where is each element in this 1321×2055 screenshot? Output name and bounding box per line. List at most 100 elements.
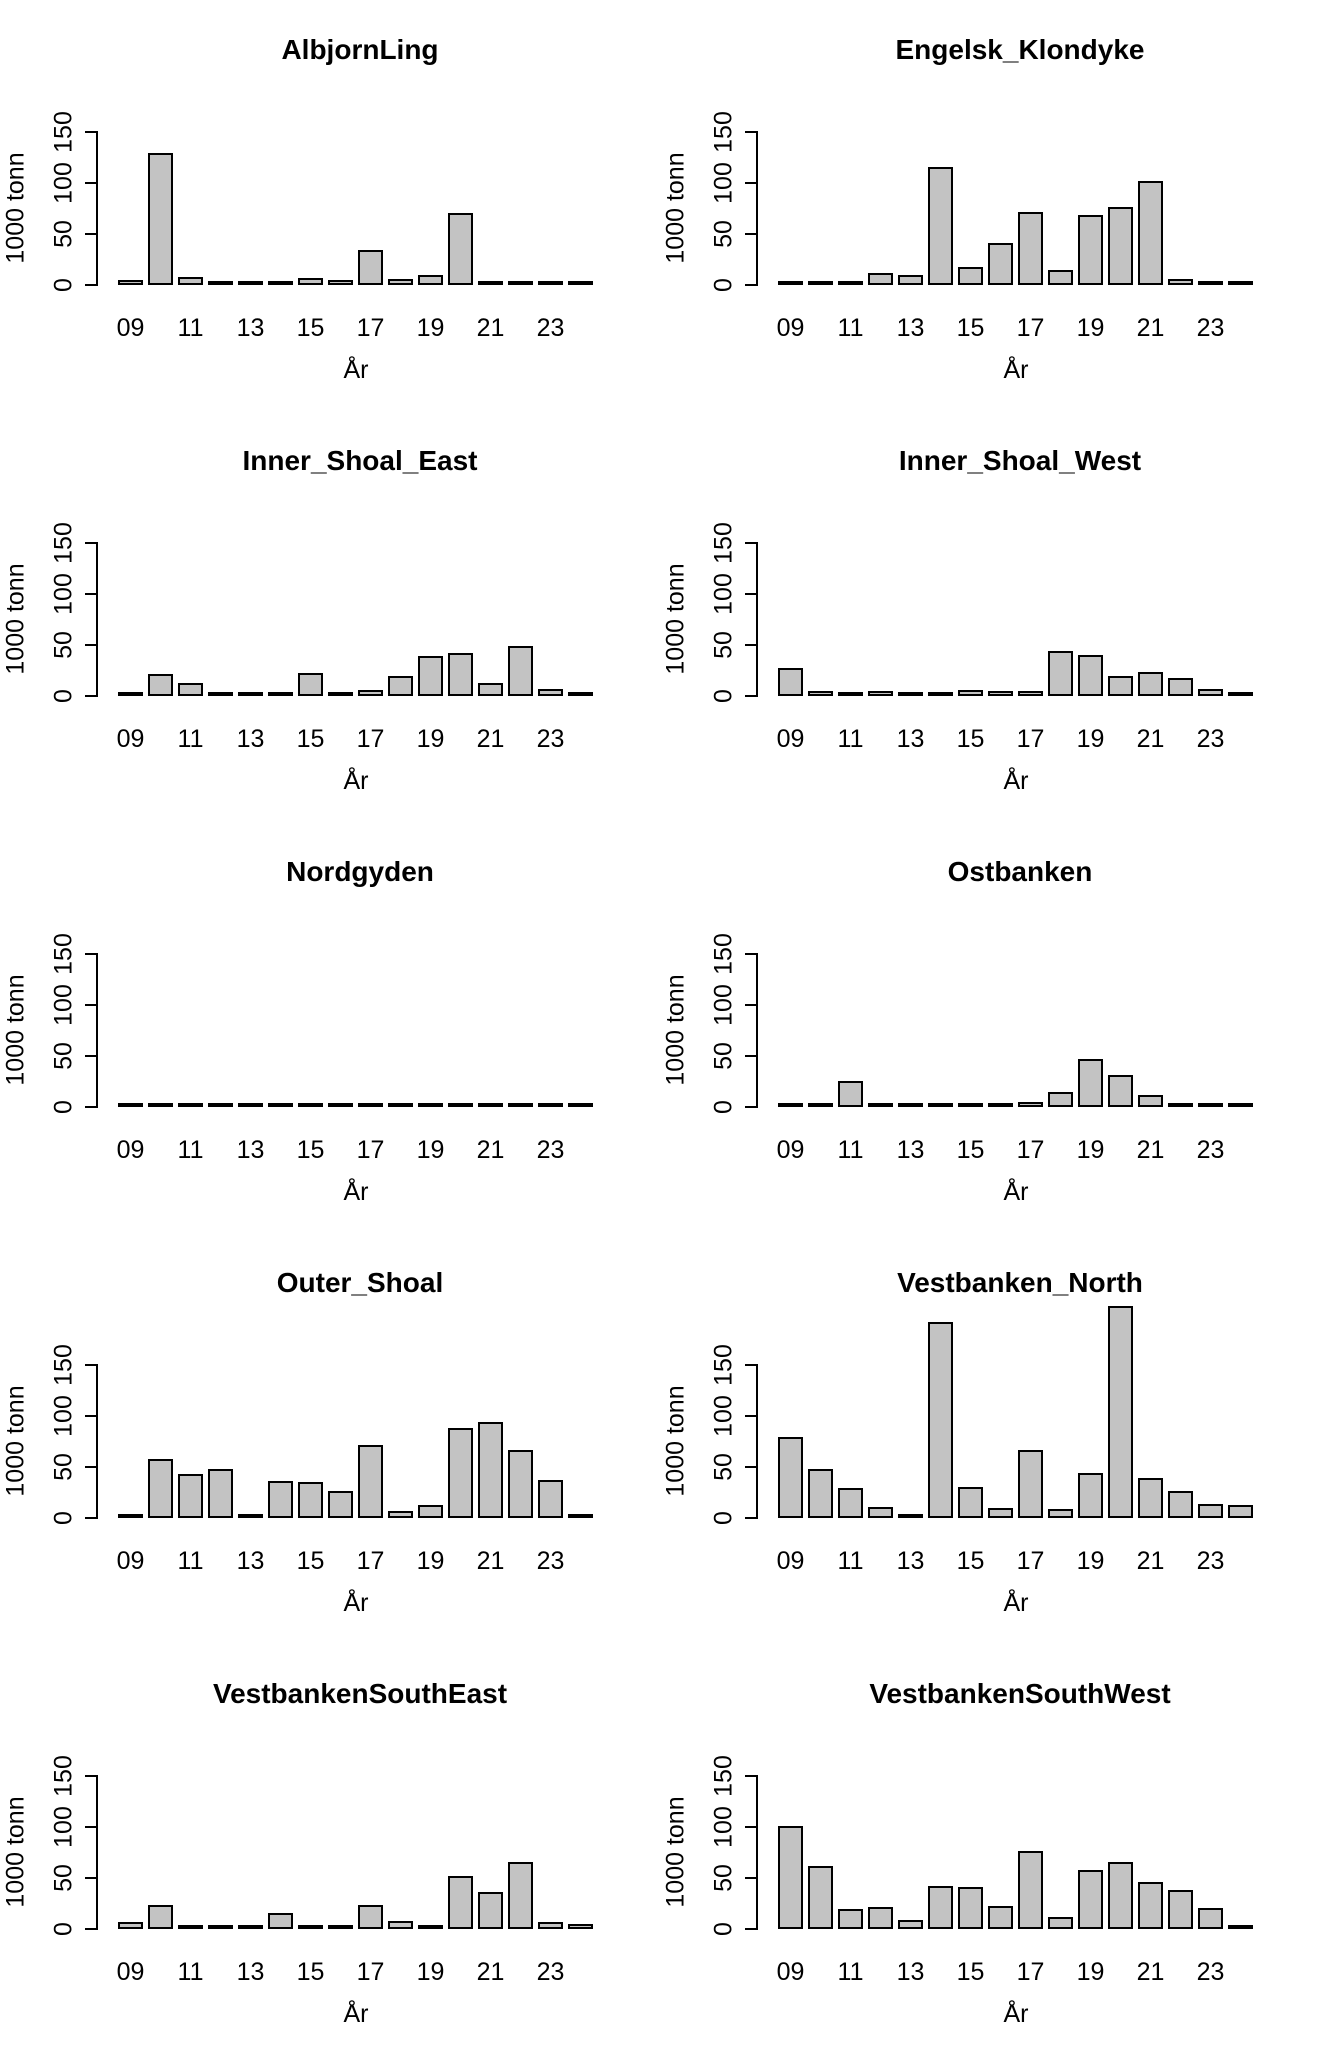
chart-title: Engelsk_Klondyke <box>895 34 1145 65</box>
y-tick-mark <box>745 131 758 133</box>
bar-year-19 <box>1078 1059 1103 1107</box>
y-tick-label: 100 <box>49 162 78 204</box>
x-tick-label: 17 <box>1016 1136 1045 1164</box>
y-tick-mark <box>745 1106 758 1108</box>
x-tick-label: 13 <box>896 1136 925 1164</box>
bar-year-12 <box>868 1103 893 1107</box>
x-tick-label: 23 <box>1196 1136 1225 1164</box>
bar-year-17 <box>1018 212 1043 285</box>
y-axis-line <box>96 953 98 1108</box>
y-tick-label: 150 <box>709 1344 738 1386</box>
y-axis-label: 1000 tonn <box>1 1796 30 1908</box>
chart-title: Inner_Shoal_West <box>898 445 1142 476</box>
y-tick-mark <box>745 1928 758 1930</box>
x-tick-label: 11 <box>177 725 204 753</box>
y-tick-mark <box>745 1055 758 1057</box>
x-tick-label: 15 <box>296 1136 325 1164</box>
bar-year-23 <box>1198 281 1223 285</box>
chart-panel: Engelsk_Klondyke 1000 tonn 0 50 100 150 09 11 13… <box>660 0 1320 411</box>
bar-year-22 <box>508 281 533 285</box>
bar-year-15 <box>958 1887 983 1929</box>
x-tick-label: 09 <box>776 314 805 342</box>
bar-year-21 <box>1138 1095 1163 1107</box>
x-tick-label: 17 <box>356 314 385 342</box>
y-tick-mark <box>745 1004 758 1006</box>
bar-year-24 <box>1228 1505 1253 1518</box>
plot-area <box>98 477 622 696</box>
x-tick-label: 15 <box>296 725 325 753</box>
x-axis-label: År <box>1003 2000 1029 2028</box>
x-tick-label: 17 <box>356 1547 385 1575</box>
y-tick-mark <box>85 1826 98 1828</box>
bar-year-23 <box>1198 1908 1223 1929</box>
y-tick-label: 100 <box>49 1806 78 1848</box>
plot-area <box>98 1299 622 1518</box>
bar-year-24 <box>1228 281 1253 285</box>
x-tick-label: 11 <box>837 314 864 342</box>
bar-year-12 <box>868 1907 893 1929</box>
bar-year-18 <box>388 279 413 285</box>
x-axis-label: År <box>343 1589 369 1617</box>
x-tick-label: 19 <box>1076 1547 1105 1575</box>
bar-year-18 <box>1048 651 1073 696</box>
y-axis-line <box>96 542 98 697</box>
bar-year-13 <box>238 1103 263 1107</box>
x-tick-label: 15 <box>956 1547 985 1575</box>
y-tick-mark <box>85 1415 98 1417</box>
bar-year-23 <box>1198 1504 1223 1518</box>
bar-year-17 <box>1018 1851 1043 1929</box>
bar-year-15 <box>298 1103 323 1107</box>
bar-year-12 <box>208 692 233 696</box>
bar-year-10 <box>148 674 173 696</box>
y-tick-label: 0 <box>709 1100 738 1114</box>
x-axis-label: År <box>343 1178 369 1206</box>
y-axis-line <box>756 1775 758 1930</box>
bar-year-11 <box>838 281 863 285</box>
y-tick-label: 50 <box>709 1453 738 1481</box>
y-tick-mark <box>85 644 98 646</box>
x-tick-label: 21 <box>476 314 505 342</box>
x-tick-label: 19 <box>416 725 445 753</box>
bar-year-09 <box>778 281 803 285</box>
plot-area <box>758 1710 1282 1929</box>
bar-year-10 <box>808 1469 833 1518</box>
x-tick-label: 19 <box>1076 1136 1105 1164</box>
y-tick-label: 150 <box>49 522 78 564</box>
y-tick-label: 0 <box>49 278 78 292</box>
bar-year-11 <box>838 1081 863 1107</box>
bar-year-17 <box>1018 1102 1043 1107</box>
bar-year-18 <box>388 676 413 696</box>
y-tick-mark <box>85 1775 98 1777</box>
y-tick-mark <box>85 233 98 235</box>
bar-year-11 <box>178 683 203 696</box>
chart-title: VestbankenSouthWest <box>869 1678 1171 1709</box>
x-tick-label: 11 <box>177 1136 204 1164</box>
x-tick-label: 17 <box>1016 1547 1045 1575</box>
bar-year-20 <box>448 213 473 285</box>
bar-year-24 <box>1228 1925 1253 1929</box>
x-tick-label: 21 <box>1136 1136 1165 1164</box>
y-axis-label: 1000 tonn <box>661 152 690 264</box>
y-tick-label: 100 <box>49 573 78 615</box>
x-tick-label: 23 <box>536 314 565 342</box>
bar-year-19 <box>418 275 443 285</box>
x-tick-label: 21 <box>476 1958 505 1986</box>
bar-year-17 <box>358 1905 383 1929</box>
bar-year-15 <box>958 690 983 696</box>
y-tick-mark <box>85 131 98 133</box>
bar-year-17 <box>358 690 383 696</box>
bar-year-12 <box>868 1507 893 1518</box>
bar-year-18 <box>1048 270 1073 285</box>
bar-year-20 <box>1108 1862 1133 1929</box>
bar-year-13 <box>898 1514 923 1518</box>
y-axis-label: 1000 tonn <box>1 1385 30 1497</box>
y-tick-mark <box>85 1004 98 1006</box>
bar-year-23 <box>1198 1103 1223 1107</box>
bar-year-10 <box>148 1459 173 1518</box>
x-tick-label: 11 <box>837 725 864 753</box>
bar-year-10 <box>148 1103 173 1107</box>
y-axis-line <box>756 542 758 697</box>
x-tick-label: 09 <box>116 314 145 342</box>
bar-year-21 <box>478 1422 503 1518</box>
y-tick-label: 150 <box>709 522 738 564</box>
